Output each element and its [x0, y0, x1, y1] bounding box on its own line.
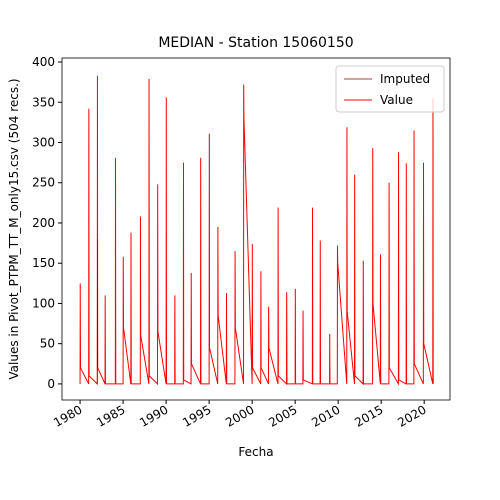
x-tick-label: 2020 — [395, 402, 428, 429]
y-tick-label: 300 — [32, 135, 55, 149]
x-tick-label: 1990 — [137, 402, 170, 429]
data-line — [79, 75, 434, 386]
x-tick-label: 2005 — [266, 402, 299, 429]
y-tick-label: 250 — [32, 176, 55, 190]
x-tick-label: 2010 — [309, 402, 342, 429]
y-tick-label: 400 — [32, 55, 55, 69]
y-tick-label: 0 — [47, 377, 55, 391]
y-tick-label: 200 — [32, 216, 55, 230]
x-tick-label: 1980 — [51, 402, 84, 429]
y-tick-label: 150 — [32, 256, 55, 270]
x-axis-label: Fecha — [238, 445, 273, 459]
legend-label: Value — [380, 93, 413, 107]
x-tick-label: 2000 — [223, 402, 256, 429]
x-tick-label: 2015 — [352, 402, 385, 429]
y-tick-label: 50 — [40, 337, 55, 351]
chart-title: MEDIAN - Station 15060150 — [158, 35, 353, 51]
y-axis-label: Values in Pivot_PTPM_TT_M_only15.csv (50… — [7, 78, 21, 379]
y-tick-label: 350 — [32, 95, 55, 109]
x-tick-label: 1985 — [94, 402, 127, 429]
y-tick-label: 100 — [32, 296, 55, 310]
plot-frame — [61, 57, 451, 401]
legend-label: Imputed — [380, 72, 430, 86]
x-tick-label: 1995 — [180, 402, 213, 429]
legend: Imputed Value — [335, 65, 445, 113]
